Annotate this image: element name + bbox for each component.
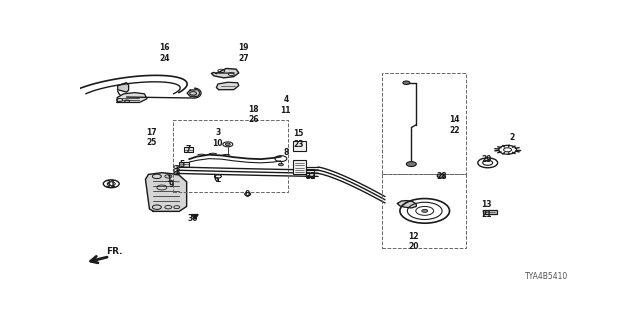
Bar [483, 210, 497, 214]
Text: 9: 9 [168, 180, 173, 189]
Text: 7: 7 [186, 145, 191, 154]
Text: 4
11: 4 11 [280, 95, 291, 115]
Text: 17
25: 17 25 [147, 128, 157, 147]
Polygon shape [117, 92, 147, 102]
Bar [179, 162, 189, 167]
Bar [381, 73, 466, 174]
Bar [306, 170, 314, 177]
Circle shape [278, 163, 284, 166]
Bar [173, 120, 288, 192]
Text: 28: 28 [436, 172, 447, 181]
Circle shape [406, 162, 416, 166]
Bar [293, 141, 306, 150]
Polygon shape [145, 173, 187, 212]
Text: 31: 31 [106, 180, 116, 189]
Circle shape [422, 209, 428, 212]
Text: 30: 30 [188, 214, 198, 223]
Polygon shape [191, 215, 198, 219]
Text: 0: 0 [245, 190, 250, 199]
Polygon shape [187, 90, 200, 96]
Text: 3
10: 3 10 [212, 129, 223, 148]
Text: 5: 5 [179, 160, 184, 169]
Text: 13
21: 13 21 [481, 200, 492, 219]
Polygon shape [118, 83, 129, 92]
Circle shape [437, 174, 445, 178]
Text: 14
22: 14 22 [449, 116, 460, 135]
Polygon shape [397, 201, 416, 208]
Text: FR.: FR. [106, 247, 122, 256]
Text: 2: 2 [509, 133, 514, 142]
Text: 15
23: 15 23 [293, 129, 303, 148]
Text: 32: 32 [305, 172, 316, 181]
Bar [184, 147, 193, 152]
Text: 29: 29 [481, 155, 492, 164]
Text: 6: 6 [214, 174, 219, 183]
Polygon shape [216, 82, 239, 90]
Text: 19
27: 19 27 [238, 44, 249, 63]
Polygon shape [211, 68, 239, 78]
Text: 1: 1 [166, 175, 171, 184]
Bar [381, 174, 466, 248]
Circle shape [403, 81, 410, 84]
Circle shape [225, 143, 230, 146]
Text: 18
26: 18 26 [248, 105, 259, 124]
Text: TYA4B5410: TYA4B5410 [525, 272, 568, 281]
Text: 12
20: 12 20 [408, 232, 419, 252]
Text: 8: 8 [283, 148, 289, 157]
Text: 16
24: 16 24 [159, 44, 170, 63]
Bar [293, 160, 306, 174]
